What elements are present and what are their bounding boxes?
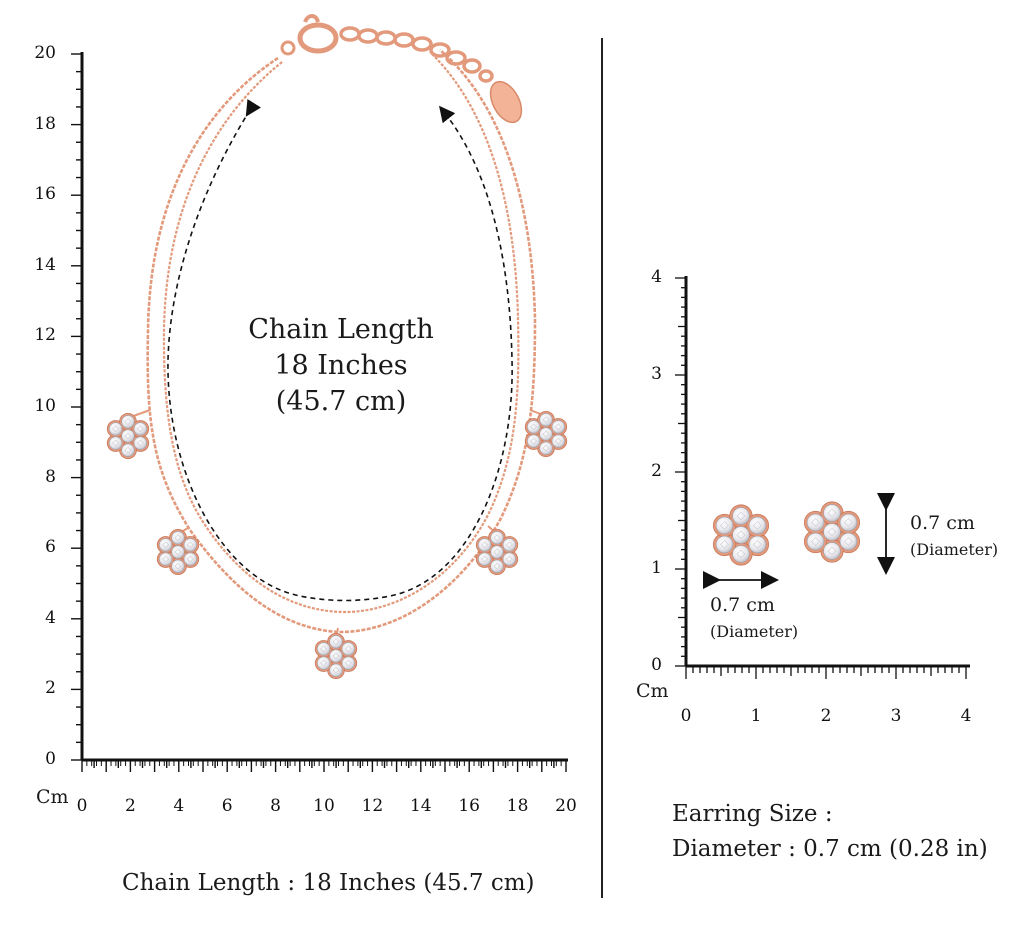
left-y-tick-label: 14 — [34, 254, 56, 275]
right-y-tick-label: 4 — [651, 267, 662, 287]
measurement-loop — [167, 98, 513, 602]
chain-length-cm: (45.7 cm) — [275, 386, 407, 417]
flower-charm-left-top — [106, 412, 150, 460]
left-y-tick-label: 2 — [45, 678, 56, 699]
left-x-tick-label: 18 — [506, 796, 529, 816]
left-y-tick-label: 0 — [45, 749, 56, 769]
left-x-tick-label: 12 — [361, 796, 384, 816]
right-x-tick-label: 3 — [890, 706, 902, 726]
right-x-tick-label: 4 — [960, 706, 972, 726]
chain-length-caption: Chain Length : 18 Inches (45.7 cm) — [122, 870, 535, 896]
right-y-tick-label: 3 — [651, 364, 662, 384]
earring-stud-left — [712, 504, 770, 566]
flower-charm-center — [314, 632, 358, 680]
chain-end-tag — [489, 80, 523, 124]
earring-vertical-note: (Diameter) — [910, 540, 999, 559]
left-x-tick-label: 0 — [76, 796, 88, 816]
right-ruler — [675, 276, 970, 679]
left-y-tick-label: 10 — [34, 396, 56, 416]
extender-chain — [339, 26, 494, 83]
left-x-tick-label: 10 — [313, 796, 335, 816]
left-x-tick-label: 20 — [555, 796, 577, 816]
left-y-tick-label: 16 — [34, 184, 56, 205]
left-y-tick-label: 8 — [45, 466, 56, 487]
left-y-tick-label: 6 — [45, 537, 56, 558]
left-x-tick-label: 4 — [173, 796, 185, 816]
left-x-tick-label: 6 — [221, 796, 233, 816]
right-y-tick-label: 0 — [651, 655, 662, 675]
chain-strand-outer — [146, 49, 537, 634]
left-ruler-unit: Cm — [36, 786, 69, 808]
necklace-illustration — [106, 14, 568, 680]
earring-vertical-value: 0.7 cm — [910, 512, 975, 534]
left-y-tick-label: 20 — [34, 43, 56, 63]
earring-horizontal-note: (Diameter) — [710, 622, 799, 641]
lobster-clasp — [280, 14, 339, 56]
left-x-tick-label: 14 — [409, 796, 432, 816]
left-y-tick-label: 18 — [34, 113, 56, 134]
chain-length-label: Chain Length 18 Inches (45.7 cm) — [236, 312, 446, 420]
earring-stud-right — [803, 501, 861, 563]
chain-length-inches: 18 Inches — [274, 350, 408, 381]
right-ruler-unit: Cm — [636, 680, 669, 702]
left-x-tick-label: 8 — [270, 796, 281, 816]
flower-charm-right-top — [524, 410, 568, 458]
right-x-tick-label: 1 — [750, 706, 762, 726]
earring-size-diameter: Diameter : 0.7 cm (0.28 in) — [672, 836, 988, 862]
left-y-tick-label: 12 — [34, 325, 56, 346]
earring-horizontal-value: 0.7 cm — [710, 594, 775, 616]
flower-charm-left-bottom — [156, 528, 200, 576]
right-x-tick-label: 0 — [680, 706, 692, 726]
earring-size-title: Earring Size : — [672, 801, 833, 827]
earring-dimensions — [703, 493, 895, 589]
chain-length-title: Chain Length — [248, 314, 434, 345]
left-ruler — [71, 52, 568, 772]
flower-charm-right-bottom — [475, 528, 519, 576]
right-y-tick-label: 2 — [651, 461, 662, 481]
right-x-tick-label: 2 — [820, 706, 832, 726]
left-x-tick-label: 2 — [124, 796, 136, 816]
chain-strand-inner — [162, 51, 520, 614]
right-y-tick-label: 1 — [651, 558, 662, 578]
left-x-tick-label: 16 — [458, 796, 480, 816]
left-y-tick-label: 4 — [45, 607, 56, 628]
